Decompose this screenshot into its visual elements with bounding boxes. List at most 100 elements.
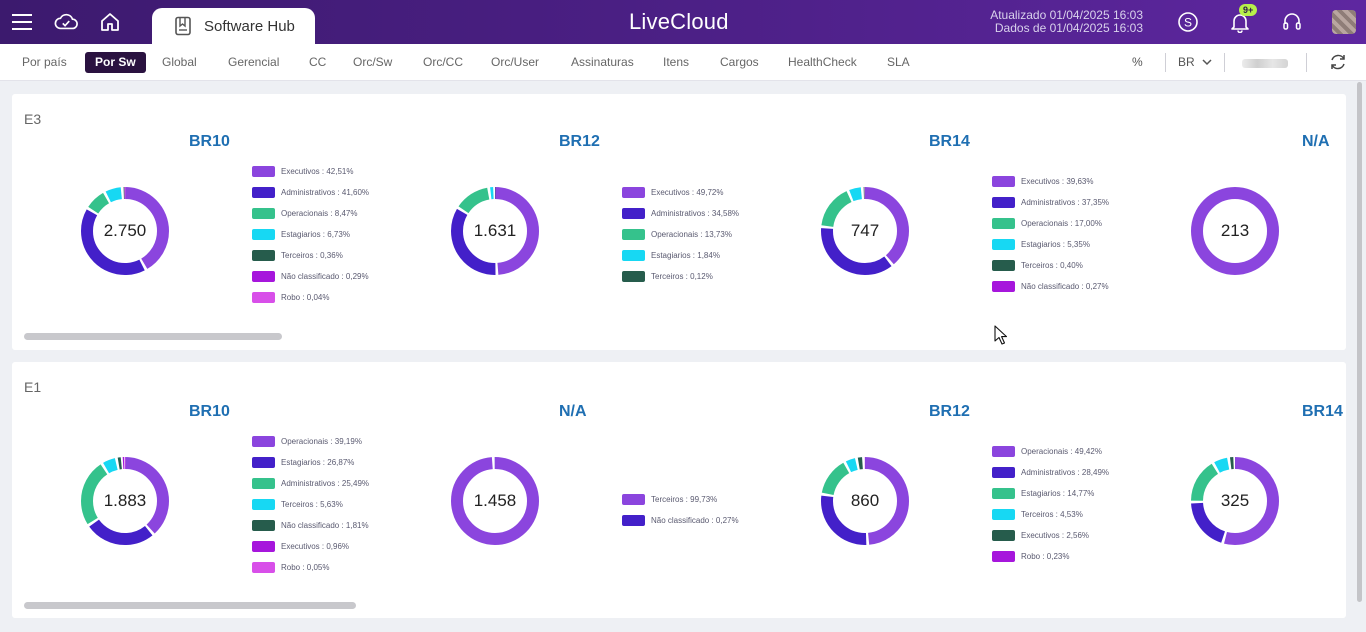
tab-orc-sw[interactable]: Orc/Sw bbox=[353, 55, 393, 69]
tab-sla[interactable]: SLA bbox=[887, 55, 910, 69]
tab-cargos[interactable]: Cargos bbox=[720, 55, 759, 69]
donut-slice-administrativos[interactable] bbox=[451, 457, 539, 545]
section-e3: E3 BR10 2.750 Executivos : 42,51% Administra… bbox=[12, 94, 1346, 350]
legend-item[interactable]: Operacionais : 49,42% bbox=[992, 441, 1109, 462]
headset-icon[interactable] bbox=[1280, 10, 1304, 34]
legend-item[interactable]: Robo : 0,23% bbox=[992, 546, 1109, 567]
donut-slice-robo[interactable] bbox=[81, 457, 169, 545]
refresh-icon[interactable] bbox=[1328, 53, 1348, 74]
country-select[interactable]: BR bbox=[1178, 52, 1212, 73]
donut-chart[interactable] bbox=[820, 186, 910, 276]
user-name-redacted bbox=[1242, 59, 1288, 68]
donut-slice-administrativos[interactable] bbox=[81, 457, 169, 545]
legend-item[interactable]: Executivos : 0,96% bbox=[252, 536, 369, 557]
legend-item[interactable]: Estagiarios : 1,84% bbox=[622, 245, 739, 266]
legend-label: Terceiros : 0,40% bbox=[1021, 261, 1083, 270]
tab-por-sw[interactable]: Por Sw bbox=[85, 52, 146, 73]
legend-item[interactable]: Operacionais : 39,19% bbox=[252, 431, 369, 452]
legend-item[interactable]: Não classificado : 0,27% bbox=[622, 510, 739, 531]
donut-chart[interactable] bbox=[450, 456, 540, 546]
legend-item[interactable]: Terceiros : 0,36% bbox=[252, 245, 369, 266]
legend-item[interactable]: Executivos : 39,63% bbox=[992, 171, 1109, 192]
legend-item[interactable]: Estagiarios : 6,73% bbox=[252, 224, 369, 245]
donut-slice-n-o-classificado[interactable] bbox=[821, 457, 909, 545]
chart-title: BR12 bbox=[559, 133, 600, 150]
legend-item[interactable]: Não classificado : 0,27% bbox=[992, 276, 1109, 297]
app-tab-software-hub[interactable]: Software Hub bbox=[152, 8, 315, 44]
legend-swatch bbox=[252, 520, 275, 531]
donut-slice-administrativos[interactable] bbox=[821, 457, 909, 545]
tab-gerencial[interactable]: Gerencial bbox=[228, 55, 280, 69]
tab-por-pa-s[interactable]: Por país bbox=[22, 55, 67, 69]
donut-slice-executivos[interactable] bbox=[1191, 187, 1279, 275]
legend-item[interactable]: Estagiarios : 14,77% bbox=[992, 483, 1109, 504]
tab-cc[interactable]: CC bbox=[309, 55, 327, 69]
legend-item[interactable]: Não classificado : 1,81% bbox=[252, 515, 369, 536]
legend-label: Terceiros : 0,12% bbox=[651, 272, 713, 281]
donut-chart[interactable] bbox=[80, 186, 170, 276]
legend-label: Operacionais : 39,19% bbox=[281, 437, 362, 446]
book-icon bbox=[175, 16, 191, 36]
donut-chart[interactable] bbox=[820, 456, 910, 546]
chart-legend: Operacionais : 39,19% Estagiarios : 26,87… bbox=[252, 431, 369, 578]
chart-title: BR12 bbox=[929, 403, 970, 420]
menu-icon[interactable] bbox=[10, 10, 34, 34]
chart-title: BR10 bbox=[189, 403, 230, 420]
legend-item[interactable]: Executivos : 2,56% bbox=[992, 525, 1109, 546]
legend-item[interactable]: Terceiros : 0,40% bbox=[992, 255, 1109, 276]
legend-swatch bbox=[252, 166, 275, 177]
tab-orc-cc[interactable]: Orc/CC bbox=[423, 55, 463, 69]
donut-slice-robo[interactable] bbox=[81, 187, 169, 275]
tab-healthcheck[interactable]: HealthCheck bbox=[788, 55, 857, 69]
donut-slice-administrativos[interactable] bbox=[81, 187, 169, 275]
legend-item[interactable]: Administrativos : 28,49% bbox=[992, 462, 1109, 483]
tab-itens[interactable]: Itens bbox=[663, 55, 690, 69]
percent-toggle[interactable]: % bbox=[1132, 55, 1143, 69]
legend-item[interactable]: Terceiros : 99,73% bbox=[622, 489, 739, 510]
avatar[interactable] bbox=[1332, 10, 1356, 34]
donut-chart[interactable] bbox=[1190, 456, 1280, 546]
legend-item[interactable]: Terceiros : 0,12% bbox=[622, 266, 739, 287]
donut-slice-terceiros[interactable] bbox=[451, 187, 539, 275]
horizontal-scrollbar[interactable] bbox=[24, 333, 282, 340]
top-bar: Software Hub LiveCloud Atualizado 01/04/… bbox=[0, 0, 1366, 44]
donut-chart[interactable] bbox=[80, 456, 170, 546]
legend-item[interactable]: Executivos : 49,72% bbox=[622, 182, 739, 203]
legend-item[interactable]: Robo : 0,04% bbox=[252, 287, 369, 308]
legend-item[interactable]: Operacionais : 17,00% bbox=[992, 213, 1109, 234]
tab-global[interactable]: Global bbox=[162, 55, 197, 69]
donut-chart[interactable] bbox=[450, 186, 540, 276]
legend-item[interactable]: Administrativos : 34,58% bbox=[622, 203, 739, 224]
chart-title: N/A bbox=[559, 403, 587, 420]
cloud-check-icon[interactable] bbox=[54, 10, 78, 34]
tab-assinaturas[interactable]: Assinaturas bbox=[571, 55, 634, 69]
legend-item[interactable]: Administrativos : 41,60% bbox=[252, 182, 369, 203]
legend-item[interactable]: Operacionais : 8,47% bbox=[252, 203, 369, 224]
legend-item[interactable]: Operacionais : 13,73% bbox=[622, 224, 739, 245]
legend-item[interactable]: Administrativos : 37,35% bbox=[992, 192, 1109, 213]
horizontal-scrollbar[interactable] bbox=[24, 602, 356, 609]
donut-slice-executivos[interactable] bbox=[1191, 457, 1279, 545]
legend-swatch bbox=[622, 250, 645, 261]
legend-item[interactable]: Estagiarios : 5,35% bbox=[992, 234, 1109, 255]
donut-slice-operacionais[interactable] bbox=[81, 457, 169, 545]
donut-slice-administrativos[interactable] bbox=[451, 187, 539, 275]
donut-slice-n-o-classificado[interactable] bbox=[821, 187, 909, 275]
legend-item[interactable]: Administrativos : 25,49% bbox=[252, 473, 369, 494]
tab-orc-user[interactable]: Orc/User bbox=[491, 55, 539, 69]
page-scrollbar[interactable] bbox=[1357, 82, 1362, 602]
legend-item[interactable]: Não classificado : 0,29% bbox=[252, 266, 369, 287]
legend-item[interactable]: Robo : 0,05% bbox=[252, 557, 369, 578]
donut-slice-administrativos[interactable] bbox=[821, 187, 909, 275]
donut-chart[interactable] bbox=[1190, 186, 1280, 276]
home-icon[interactable] bbox=[98, 10, 122, 34]
legend-item[interactable]: Terceiros : 5,63% bbox=[252, 494, 369, 515]
legend-swatch bbox=[992, 551, 1015, 562]
legend-item[interactable]: Terceiros : 4,53% bbox=[992, 504, 1109, 525]
donut-total: 213 bbox=[1220, 221, 1250, 240]
legend-item[interactable]: Estagiarios : 26,87% bbox=[252, 452, 369, 473]
legend-label: Não classificado : 0,27% bbox=[651, 516, 739, 525]
legend-item[interactable]: Executivos : 42,51% bbox=[252, 161, 369, 182]
legend-label: Estagiarios : 14,77% bbox=[1021, 489, 1095, 498]
currency-icon[interactable]: S bbox=[1176, 10, 1200, 34]
